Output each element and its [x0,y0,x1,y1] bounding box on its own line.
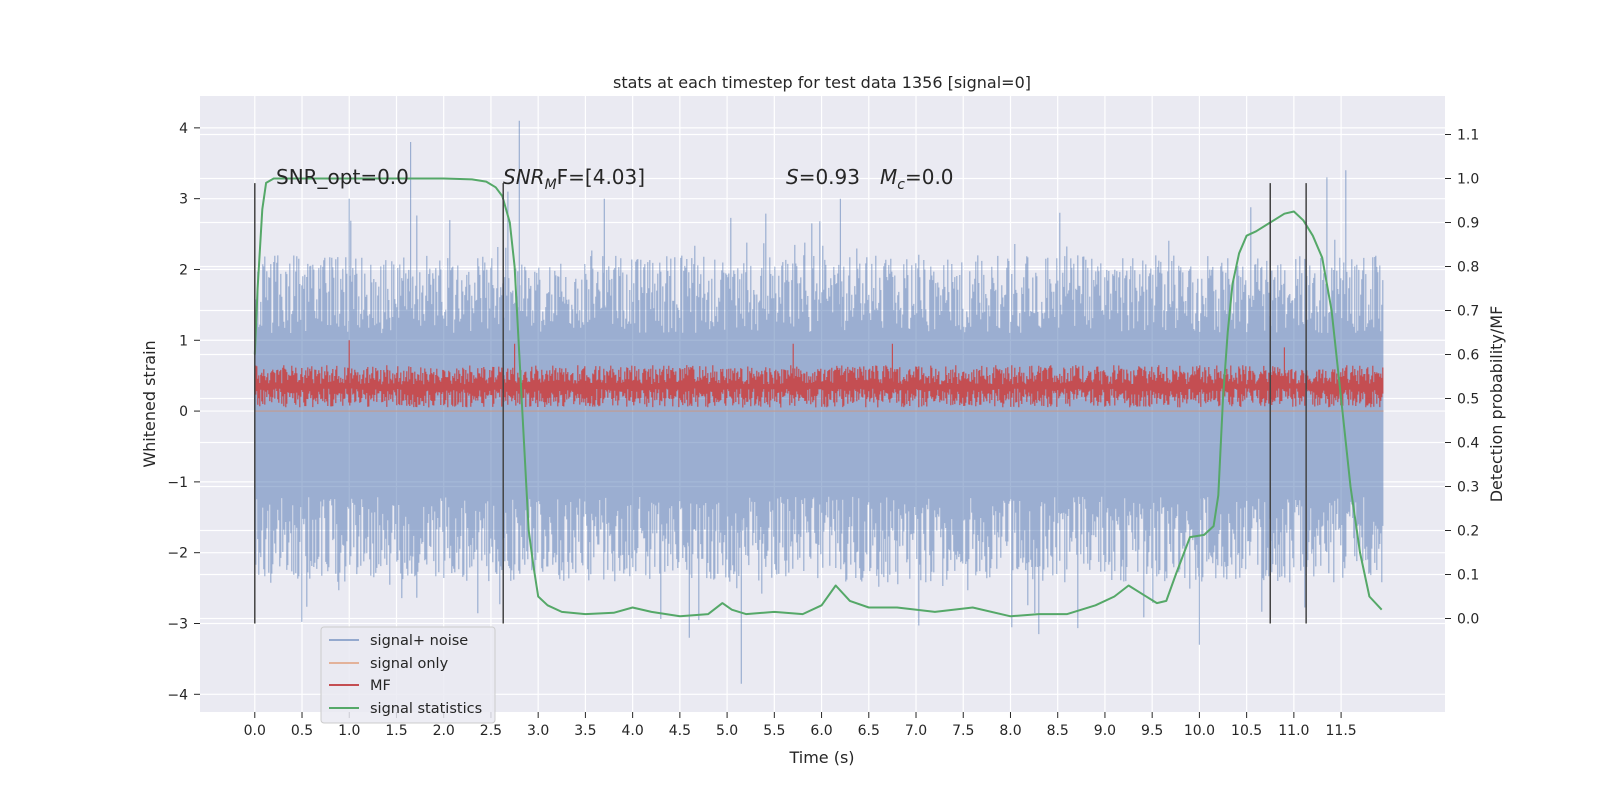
x-tick-label: 8.5 [1047,723,1069,739]
marker-lines [254,183,1307,624]
s-value: =0.93 [799,165,860,189]
x-tick-label: 4.5 [669,723,691,739]
y-tick-label: 4 [179,121,188,137]
x-tick-label: 1.5 [385,723,407,739]
x-tick-label: 4.0 [621,723,643,739]
x-tick-label: 3.0 [527,723,549,739]
mc-value: =0.0 [905,165,954,189]
legend-label-mf: MF [370,678,391,694]
annotation-mc: Mc=0.0 [880,165,954,193]
x-tick-label: 5.0 [716,723,738,739]
y2-tick-label: 0.8 [1457,260,1479,276]
snr-mf-suffix: F=[4.03] [557,165,645,189]
x-tick-label: 9.0 [1094,723,1116,739]
statistics-layer [253,177,1383,618]
legend-entry-mf: MF [329,678,391,694]
y2-tick-label: 0.6 [1457,348,1479,364]
y2-tick-label: 1.0 [1457,172,1479,188]
x-tick-label: 6.0 [810,723,832,739]
y-tick-label: −3 [167,616,188,632]
legend-box [320,626,496,724]
y-axis-title: Whitened strain [140,340,159,467]
y-tick-label: 0 [179,404,188,420]
mc-label: M [880,165,897,189]
y2-tick-label: 0.0 [1457,612,1479,628]
x-tick-label: 8.0 [999,723,1021,739]
x-tick-label: 11.0 [1278,723,1309,739]
x-tick-label: 11.5 [1326,723,1357,739]
x-tick-label: 0.0 [244,723,266,739]
snr-mf-subscript: M [545,177,557,193]
chart-title: stats at each timestep for test data 135… [613,73,1031,92]
y2-tick-label: 0.4 [1457,436,1479,452]
annotation-snr-opt: SNR_opt=0.0 [276,165,409,189]
y2-axis-title: Detection probability/MF [1487,306,1506,503]
mc-subscript: c [897,177,905,193]
x-tick-label: 0.5 [291,723,313,739]
x-tick-label: 9.5 [1141,723,1163,739]
y-tick-label: −2 [167,546,188,562]
x-tick-label: 7.5 [952,723,974,739]
s-label: S [786,165,799,189]
y2-tick-label: 0.2 [1457,524,1479,540]
y-tick-label: −1 [167,475,188,491]
y2-tick-label: 1.1 [1457,128,1479,144]
x-tick-label: 10.5 [1231,723,1262,739]
y-tick-label: −4 [167,687,188,703]
y2-tick-label: 0.1 [1457,568,1479,584]
axes: 0.0 0.5 1.0 1.5 2.0 2.5 3.0 3.5 4.0 4.5 5.0 5.5 6.0 6… [167,121,1479,739]
annotation-s: S=0.93 [786,165,860,189]
y-tick-label: 2 [179,262,188,278]
x-tick-label: 1.0 [338,723,360,739]
x-tick-label: 10.0 [1184,723,1215,739]
x-tick-label: 6.5 [858,723,880,739]
y2-tick-label: 0.5 [1457,392,1479,408]
x-tick-label: 2.0 [433,723,455,739]
legend-label-signal-noise: signal+ noise [370,633,468,649]
y-tick-label: 3 [179,192,188,208]
legend-label-signal-only: signal only [370,656,449,672]
y2-tick-label: 0.3 [1457,480,1479,496]
x-tick-label: 5.5 [763,723,785,739]
legend-entry-statistics: signal statistics [329,701,482,717]
legend: signal+ noise signal only MF signal stat… [320,626,496,724]
x-axis-title: Time (s) [788,748,854,767]
legend-label-statistics: signal statistics [370,701,482,717]
x-tick-label: 3.5 [574,723,596,739]
legend-entry-signal-noise: signal+ noise [329,633,468,649]
y2-tick-label: 0.7 [1457,304,1479,320]
snr-mf-prefix: SNR [503,165,545,189]
x-tick-label: 7.0 [905,723,927,739]
series-signal-statistics [253,177,1383,618]
annotation-snr-mf: SNRMF=[4.03] [503,165,645,193]
y2-tick-label: 0.9 [1457,216,1479,232]
x-tick-label: 2.5 [480,723,502,739]
legend-entry-signal-only: signal only [329,656,449,672]
y-tick-label: 1 [179,333,188,349]
